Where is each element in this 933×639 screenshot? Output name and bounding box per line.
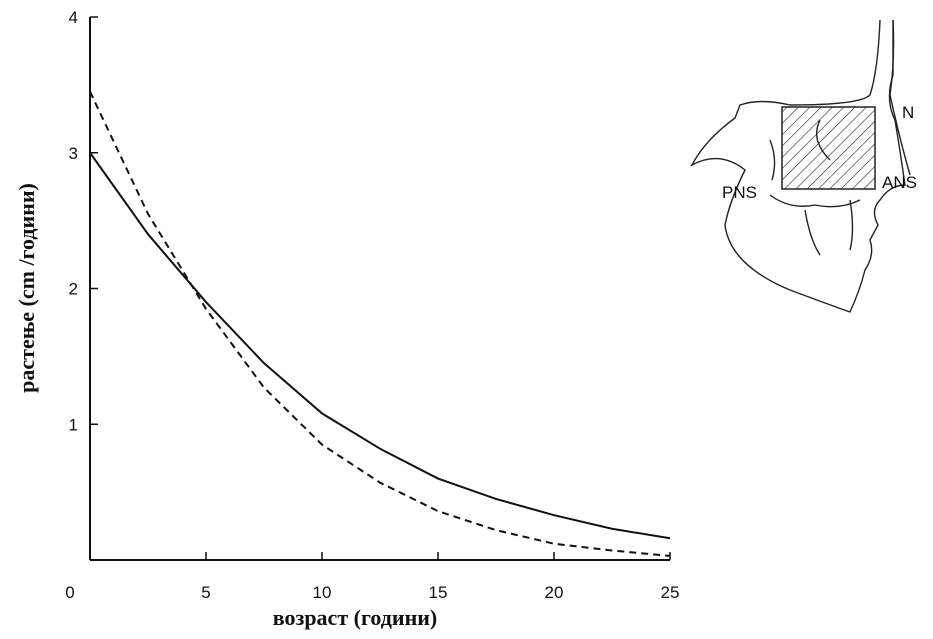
annotation: N (902, 103, 914, 122)
y-axis-title: растење (cm /години) (14, 183, 39, 393)
line-series (89, 152, 671, 540)
skull-diagram: N ANS PNS (690, 19, 917, 313)
x-tick-label: 20 (545, 583, 564, 602)
annotation: ANS (882, 173, 917, 192)
nose-line (889, 19, 911, 176)
y-tick-label: 4 (69, 8, 78, 27)
annotation: PNS (722, 183, 757, 202)
y-tick-label: 3 (69, 144, 78, 163)
x-axis-title: возраст (години) (273, 605, 438, 630)
y-tick-label: 2 (69, 280, 78, 299)
hatched-region (781, 106, 876, 190)
x-tick-label: 0 (65, 583, 74, 602)
skull-outline (690, 19, 906, 313)
line-series (89, 91, 671, 557)
x-tick-label: 25 (661, 583, 680, 602)
skull-detail (769, 119, 861, 256)
x-tick-label: 15 (429, 583, 448, 602)
x-tick-label: 10 (313, 583, 332, 602)
x-tick-label: 5 (201, 583, 210, 602)
y-tick-label: 1 (69, 415, 78, 434)
